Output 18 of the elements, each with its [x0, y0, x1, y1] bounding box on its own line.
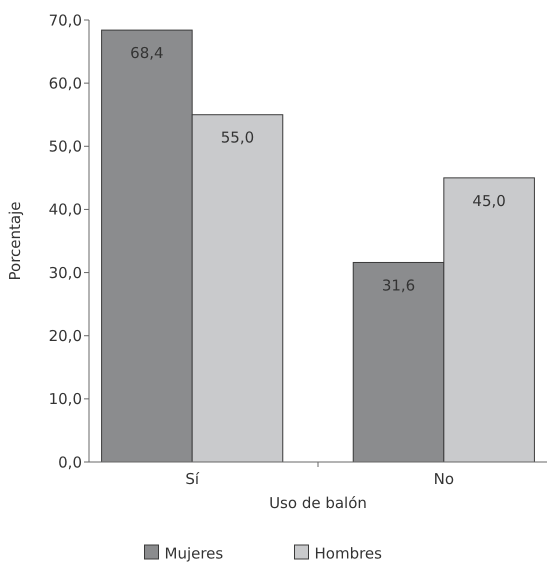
- y-axis-title: Porcentaje: [6, 202, 24, 280]
- x-axis-title: Uso de balón: [269, 494, 367, 512]
- x-tick-label: Sí: [185, 470, 200, 488]
- y-tick-label: 30,0: [48, 264, 82, 282]
- data-label: 55,0: [220, 128, 254, 147]
- y-tick-label: 50,0: [48, 138, 82, 156]
- y-tick-label: 70,0: [48, 11, 82, 30]
- legend-label: Hombres: [314, 544, 382, 562]
- y-tick-label: 40,0: [48, 200, 82, 219]
- data-label: 45,0: [472, 192, 506, 210]
- data-label: 31,6: [382, 276, 416, 294]
- y-tick-label: 60,0: [48, 74, 82, 92]
- legend-label: Mujeres: [164, 544, 224, 562]
- data-label: 68,4: [130, 44, 164, 62]
- y-tick-label: 0,0: [58, 453, 82, 472]
- x-tick-label: No: [434, 470, 454, 488]
- y-tick-label: 20,0: [48, 326, 82, 345]
- y-tick-label: 10,0: [48, 390, 82, 408]
